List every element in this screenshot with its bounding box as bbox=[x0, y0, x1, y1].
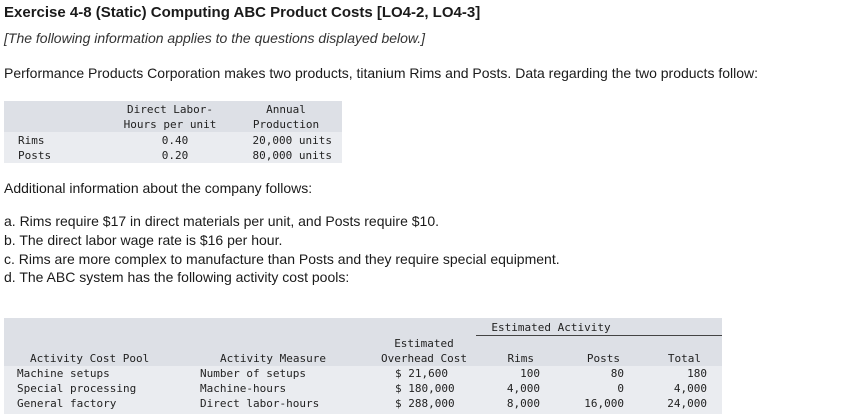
activity-measure: Number of setups bbox=[200, 367, 306, 380]
cost-pool-name: Machine setups bbox=[17, 367, 110, 380]
group-header-underline bbox=[476, 335, 722, 336]
total-header: Total bbox=[667, 352, 701, 365]
production-header-line2: Production bbox=[252, 118, 320, 131]
production-header-line1: Annual bbox=[266, 103, 306, 116]
overhead-header-line1: Estimated bbox=[394, 337, 454, 350]
total-activity: 180 bbox=[687, 367, 707, 380]
total-activity: 24,000 bbox=[667, 397, 707, 410]
additional-item-a: a. Rims require $17 in direct materials … bbox=[4, 213, 439, 229]
measure-header: Activity Measure bbox=[220, 352, 326, 365]
additional-item-d: d. The ABC system has the following acti… bbox=[4, 269, 350, 285]
posts-activity: 0 bbox=[617, 382, 624, 395]
rims-activity: 100 bbox=[520, 367, 540, 380]
dlh-header-line1: Direct Labor- bbox=[126, 103, 214, 116]
product-name: Rims bbox=[18, 134, 45, 147]
exercise-title: Exercise 4-8 (Static) Computing ABC Prod… bbox=[4, 4, 481, 21]
product-production: 20,000 units bbox=[252, 134, 332, 147]
product-production: 80,000 units bbox=[252, 149, 332, 162]
exercise-subtitle: [The following information applies to th… bbox=[4, 30, 426, 46]
overhead-cost: $ 288,000 bbox=[395, 397, 455, 410]
posts-activity: 16,000 bbox=[584, 397, 624, 410]
cost-pool-name: Special processing bbox=[17, 382, 137, 395]
products-table-body-bg bbox=[4, 132, 342, 163]
overhead-header-line2: Overhead Cost bbox=[380, 352, 468, 365]
product-dlh: 0.20 bbox=[161, 149, 189, 162]
product-dlh: 0.40 bbox=[161, 134, 189, 147]
rims-header: Rims bbox=[507, 352, 535, 365]
activity-table-header-bg bbox=[4, 318, 722, 366]
additional-item-c: c. Rims are more complex to manufacture … bbox=[4, 251, 560, 267]
total-activity: 4,000 bbox=[673, 382, 707, 395]
posts-activity: 80 bbox=[610, 367, 624, 380]
additional-heading: Additional information about the company… bbox=[4, 180, 313, 196]
overhead-cost: $ 21,600 bbox=[395, 367, 448, 380]
additional-item-b: b. The direct labor wage rate is $16 per… bbox=[4, 232, 283, 248]
estimated-activity-header: Estimated Activity bbox=[491, 321, 611, 334]
activity-measure: Machine-hours bbox=[200, 382, 287, 395]
intro-text: Performance Products Corporation makes t… bbox=[4, 65, 759, 81]
overhead-cost: $ 180,000 bbox=[395, 382, 455, 395]
dlh-header-line2: Hours per unit bbox=[123, 118, 217, 131]
products-table-header-bg bbox=[4, 101, 342, 132]
pool-header: Activity Cost Pool bbox=[30, 352, 150, 365]
activity-measure: Direct labor-hours bbox=[200, 397, 320, 410]
cost-pool-name: General factory bbox=[17, 397, 117, 410]
activity-table-body-bg bbox=[4, 366, 722, 414]
posts-header: Posts bbox=[586, 352, 620, 365]
rims-activity: 8,000 bbox=[506, 397, 540, 410]
product-name: Posts bbox=[18, 149, 52, 162]
rims-activity: 4,000 bbox=[506, 382, 540, 395]
